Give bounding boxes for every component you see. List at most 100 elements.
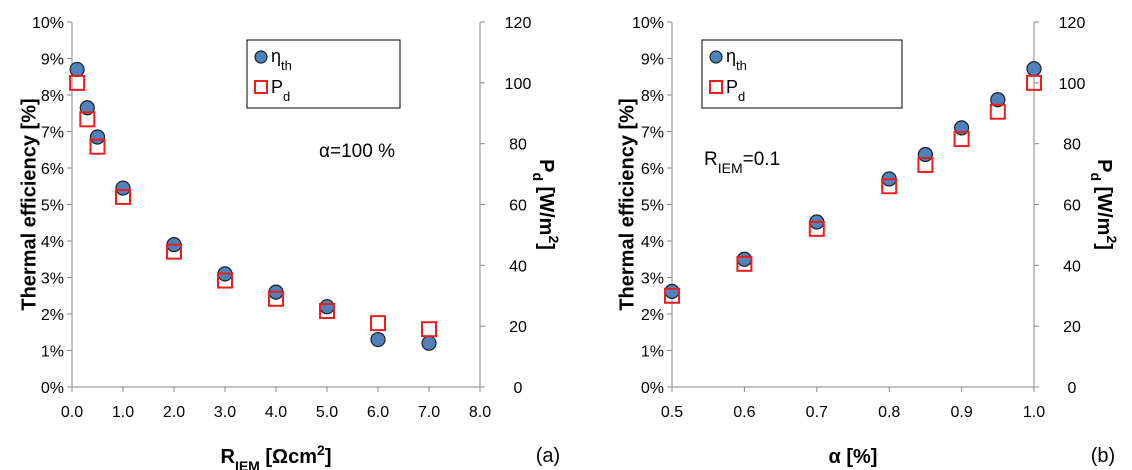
x-tick-label: 8.0 (469, 404, 491, 421)
y-tick-label: 7% (41, 125, 64, 142)
y2-tick-label: 60 (509, 198, 527, 215)
x-tick-label: 7.0 (418, 404, 440, 421)
legend-pd-marker (254, 80, 268, 94)
pd-point (1026, 74, 1042, 91)
y2-tick-label: 60 (1063, 198, 1081, 215)
pd-point (881, 178, 898, 195)
y-tick-label: 8% (41, 88, 64, 105)
y-tick-label: 3% (41, 271, 64, 288)
legend-eta-marker (254, 50, 268, 64)
y2-tick-label: 40 (509, 258, 527, 275)
pd-point (79, 111, 96, 128)
x-tick-label: 5.0 (316, 404, 338, 421)
x-axis-title: α [%] (829, 446, 878, 468)
y2-tick-label: 20 (509, 319, 527, 336)
pd-point (808, 220, 825, 237)
legend-box (701, 39, 903, 109)
y-tick-label: 6% (41, 161, 64, 178)
y2-tick-label: 20 (1063, 319, 1081, 336)
eta-point (1026, 61, 1042, 77)
eta-point (917, 146, 934, 163)
x-tick-label: 0.9 (950, 404, 972, 421)
eta-point (990, 92, 1006, 108)
y-tick-label: 5% (41, 198, 64, 215)
pd-point (664, 287, 680, 304)
y2-axis-title: Pd [W/m2] (1088, 159, 1120, 250)
pd-point (115, 188, 131, 205)
y-tick-label: 4% (41, 234, 64, 251)
x-tick-label: 6.0 (367, 404, 389, 421)
panel-label: (a) (536, 445, 560, 467)
eta-point (319, 299, 335, 315)
y-tick-label: 2% (641, 307, 664, 324)
panel-label: (b) (1091, 445, 1115, 467)
pd-point (736, 255, 753, 272)
pd-point (370, 315, 386, 332)
pd-point (319, 302, 335, 319)
chart-panel-b: 0.5 0.6 0.7 0.8 0.9 1.0 0% 1% 2% 3% 4% 5% 6% 7% 8% 9% 10… (616, 15, 1120, 468)
pd-point (166, 243, 182, 260)
x-tick-label: 0.6 (733, 404, 755, 421)
eta-point (69, 61, 85, 78)
y2-tick-label: 0 (514, 380, 523, 397)
y2-tick-label: 100 (1059, 76, 1086, 93)
y-tick-label: 0% (641, 380, 664, 397)
legend: ηth Pd (701, 39, 903, 109)
pd-point (89, 138, 106, 155)
legend-eta-marker (709, 50, 723, 64)
x-tick-label: 0.5 (661, 404, 683, 421)
y2-tick-label: 40 (1063, 258, 1081, 275)
legend-pd-label: Pd (726, 77, 745, 104)
eta-point (664, 283, 680, 299)
y2-tick-label: 80 (1063, 137, 1081, 154)
y2-tick-label: 0 (1068, 380, 1077, 397)
legend-pd-marker (709, 80, 723, 94)
legend: ηth Pd (246, 39, 401, 109)
y-tick-label: 8% (641, 88, 664, 105)
pd-point (421, 321, 437, 338)
y-tick-label: 1% (641, 344, 664, 361)
eta-point (736, 251, 753, 267)
y-tick-label: 10% (32, 15, 64, 32)
y-tick-label: 7% (641, 125, 664, 142)
y-tick-label: 3% (641, 271, 664, 288)
y2-tick-label: 120 (505, 15, 532, 32)
legend-box (246, 39, 401, 109)
y-tick-label: 0% (41, 380, 64, 397)
y-tick-label: 2% (41, 307, 64, 324)
y2-axis-title: Pd [W/m2] (530, 159, 562, 250)
y2-tick-label: 80 (509, 137, 527, 154)
x-tick-label: 0.0 (61, 404, 83, 421)
x-tick-label: 1.0 (112, 404, 134, 421)
x-axis-title: RIEM [Ωcm2] (221, 442, 332, 470)
eta-point (421, 335, 437, 351)
eta-point (370, 331, 386, 348)
y-axis-title: Thermal efficiency [%] (18, 98, 40, 310)
legend-eta-label: ηth (271, 46, 292, 73)
pd-point (953, 131, 970, 148)
pd-point (268, 290, 284, 307)
y2-tick-label: 120 (1059, 15, 1086, 32)
y-tick-label: 1% (41, 344, 64, 361)
y-tick-label: 9% (641, 52, 664, 69)
pd-point (69, 74, 86, 91)
eta-point (115, 180, 131, 196)
y-axis-title: Thermal efficiency [%] (616, 98, 638, 310)
eta-point (79, 100, 95, 116)
annotation: RIEM=0.1 (704, 149, 780, 176)
annotation: α=100 % (319, 141, 395, 162)
x-tick-label: 2.0 (163, 404, 185, 421)
x-tick-label: 1.0 (1023, 404, 1045, 421)
y-tick-label: 10% (632, 15, 664, 32)
y-tick-label: 6% (641, 161, 664, 178)
chart-panel-a: 0.0 1.0 2.0 3.0 4.0 5.0 6.0 7.0 8.0 0% 1% 2% 3% 4% 5% 6… (18, 15, 562, 470)
x-tick-label: 4.0 (265, 404, 287, 421)
x-tick-label: 0.7 (806, 404, 828, 421)
x-tick-label: 0.8 (878, 404, 900, 421)
y-tick-label: 5% (641, 198, 664, 215)
pd-point (989, 103, 1006, 120)
pd-point (217, 272, 233, 289)
y-tick-label: 9% (41, 52, 64, 69)
legend-eta-label: ηth (726, 46, 747, 73)
